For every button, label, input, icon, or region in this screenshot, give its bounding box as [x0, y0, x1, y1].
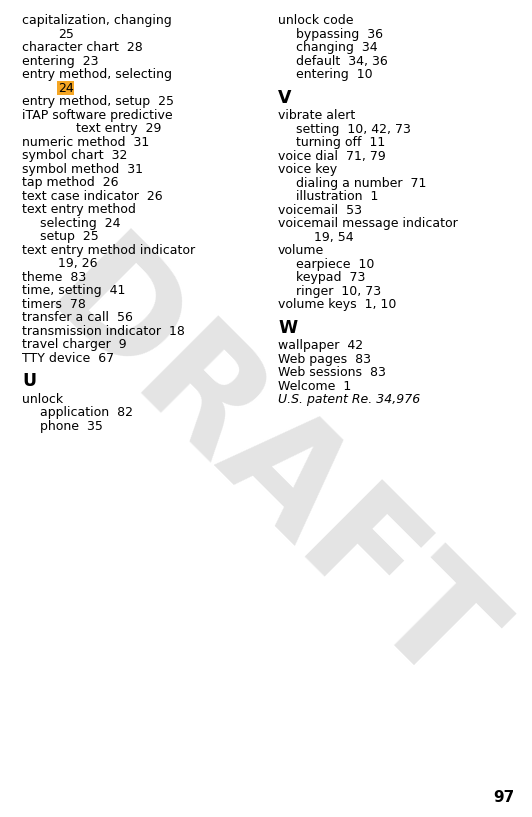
Text: bypassing  36: bypassing 36 [296, 28, 383, 41]
Text: text case indicator  26: text case indicator 26 [22, 190, 163, 203]
Text: entry method, selecting: entry method, selecting [22, 68, 172, 81]
Text: dialing a number  71: dialing a number 71 [296, 176, 426, 190]
Text: Welcome  1: Welcome 1 [278, 380, 351, 392]
Text: theme  83: theme 83 [22, 270, 86, 283]
Text: symbol method  31: symbol method 31 [22, 163, 143, 176]
Text: text entry method: text entry method [22, 203, 136, 216]
Text: DRAFT: DRAFT [16, 225, 516, 723]
Text: 97: 97 [493, 790, 514, 805]
Text: selecting  24: selecting 24 [40, 217, 121, 230]
Text: timers  78: timers 78 [22, 297, 86, 310]
Text: text entry method indicator: text entry method indicator [22, 243, 195, 257]
Text: wallpaper  42: wallpaper 42 [278, 339, 363, 352]
Text: keypad  73: keypad 73 [296, 271, 365, 284]
Text: Web sessions  83: Web sessions 83 [278, 366, 386, 379]
Text: earpiece  10: earpiece 10 [296, 257, 375, 270]
Text: entry method, setup  25: entry method, setup 25 [22, 95, 174, 108]
Text: character chart  28: character chart 28 [22, 41, 143, 54]
Text: vibrate alert: vibrate alert [278, 109, 355, 122]
Text: W: W [278, 319, 297, 337]
Text: turning off  11: turning off 11 [296, 136, 385, 149]
Text: voice key: voice key [278, 163, 337, 176]
Text: 24: 24 [58, 82, 74, 95]
Text: TTY device  67: TTY device 67 [22, 351, 114, 364]
Text: Web pages  83: Web pages 83 [278, 352, 371, 365]
Text: setting  10, 42, 73: setting 10, 42, 73 [296, 123, 411, 136]
Text: time, setting  41: time, setting 41 [22, 284, 126, 297]
Text: voicemail message indicator: voicemail message indicator [278, 217, 458, 230]
Text: changing  34: changing 34 [296, 41, 378, 54]
Text: 25: 25 [58, 28, 74, 41]
Text: illustration  1: illustration 1 [296, 190, 378, 203]
Text: unlock: unlock [22, 392, 63, 405]
Text: voice dial  71, 79: voice dial 71, 79 [278, 150, 386, 163]
Text: volume keys  1, 10: volume keys 1, 10 [278, 298, 396, 311]
Text: 19, 54: 19, 54 [314, 230, 354, 243]
Text: V: V [278, 88, 292, 106]
Text: capitalization, changing: capitalization, changing [22, 14, 172, 27]
Text: transmission indicator  18: transmission indicator 18 [22, 324, 185, 337]
Text: symbol chart  32: symbol chart 32 [22, 149, 127, 162]
Text: ringer  10, 73: ringer 10, 73 [296, 284, 381, 297]
Text: voicemail  53: voicemail 53 [278, 203, 362, 217]
Text: volume: volume [278, 244, 324, 257]
Text: default  34, 36: default 34, 36 [296, 55, 388, 68]
Text: setup  25: setup 25 [40, 230, 99, 243]
Text: entering  10: entering 10 [296, 68, 372, 81]
Text: transfer a call  56: transfer a call 56 [22, 311, 133, 324]
Text: 19, 26: 19, 26 [58, 257, 97, 270]
Text: iTAP software predictive: iTAP software predictive [22, 109, 172, 122]
Text: application  82: application 82 [40, 406, 133, 419]
Text: phone  35: phone 35 [40, 419, 103, 432]
Text: tap method  26: tap method 26 [22, 176, 119, 189]
Text: U: U [22, 372, 36, 390]
Text: text entry  29: text entry 29 [76, 122, 161, 135]
Text: unlock code: unlock code [278, 14, 353, 27]
Text: numeric method  31: numeric method 31 [22, 136, 149, 149]
Text: entering  23: entering 23 [22, 55, 98, 68]
Text: travel charger  9: travel charger 9 [22, 338, 127, 351]
Text: U.S. patent Re. 34,976: U.S. patent Re. 34,976 [278, 393, 420, 406]
